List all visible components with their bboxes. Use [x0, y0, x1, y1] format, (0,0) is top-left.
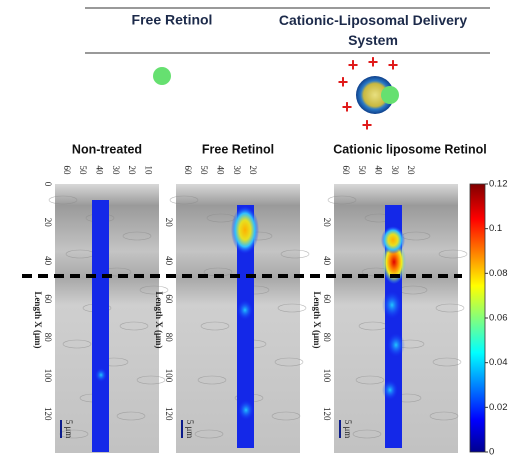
signal-hotspot	[382, 291, 402, 319]
tissue-texture	[194, 429, 224, 439]
colorbar-tick-label: 0	[489, 447, 494, 458]
retinol-icon	[153, 67, 171, 85]
depth-tick-label: 120	[43, 407, 53, 421]
depth-tick-label: 100	[322, 369, 332, 383]
scale-bar-label: 5 μm	[343, 420, 353, 439]
top-tick-label: 30	[390, 166, 400, 176]
top-tick-label: 30	[232, 166, 242, 176]
depth-tick-label: 60	[43, 294, 53, 304]
tissue-texture	[277, 303, 307, 313]
svg-text:+: +	[348, 55, 359, 75]
depth-axis-label: Length X (μm)	[33, 291, 43, 348]
depth-tick-label: 80	[43, 333, 53, 343]
top-tick-label: 60	[341, 166, 351, 176]
signal-hotspot	[231, 206, 259, 254]
top-tick-label: 30	[111, 166, 121, 176]
depth-tick-label: 60	[164, 294, 174, 304]
top-tick-label: 20	[127, 166, 137, 176]
tissue-texture	[122, 231, 152, 241]
colorbar-tick-label: 0.12	[489, 179, 508, 190]
colorbar-tick-label: 0.08	[489, 268, 508, 279]
depth-tick-label: 40	[43, 256, 53, 266]
tissue-texture	[327, 195, 357, 205]
signal-hotspot	[237, 300, 253, 320]
colorbar-tick-label: 0.02	[489, 402, 508, 413]
svg-text:+: +	[368, 52, 379, 72]
top-tick-label: 20	[406, 166, 416, 176]
signal-strip	[237, 205, 254, 448]
scale-bar-label: 5 μm	[64, 420, 74, 439]
svg-text:+: +	[338, 72, 349, 92]
tissue-texture	[116, 411, 146, 421]
colorbar: 0 0.02 0.04 0.06 0.08 0.1 0.12	[469, 179, 508, 458]
signal-hotspot	[382, 380, 398, 400]
signal-hotspot	[238, 400, 254, 420]
top-tick-label: 10	[143, 166, 153, 176]
depth-tick-label: 0	[43, 182, 53, 187]
depth-tick-label: 120	[322, 407, 332, 421]
column-title: Cationic-Liposomal Delivery System	[279, 12, 467, 48]
tissue-texture	[280, 249, 310, 259]
column-title: Free Retinol	[132, 12, 213, 28]
top-tick-label: 40	[95, 166, 105, 176]
depth-axis-label: Length X (μm)	[312, 291, 322, 348]
top-tick-label: 50	[357, 166, 367, 176]
depth-tick-label: 20	[164, 218, 174, 228]
signal-hotspot	[95, 368, 107, 382]
tissue-texture	[200, 321, 230, 331]
header: Free Retinol Cationic-Liposomal Delivery…	[85, 7, 490, 135]
depth-axis-label: Length X (μm)	[154, 291, 164, 348]
tissue-texture	[435, 303, 465, 313]
svg-text:+: +	[388, 55, 399, 75]
depth-tick-label: 40	[322, 256, 332, 266]
tissue-texture	[169, 195, 199, 205]
signal-hotspot	[387, 333, 405, 357]
colorbar-tick-label: 0.04	[489, 357, 508, 368]
depth-tick-label: 40	[164, 256, 174, 266]
top-tick-label: 60	[183, 166, 193, 176]
tissue-texture	[139, 285, 169, 295]
panel-title: Non-treated	[72, 142, 142, 156]
top-tick-label: 40	[374, 166, 384, 176]
top-tick-label: 40	[216, 166, 226, 176]
tissue-texture	[271, 411, 301, 421]
depth-tick-label: 100	[43, 369, 53, 383]
tissue-texture	[355, 375, 385, 385]
depth-tick-label: 120	[164, 407, 174, 421]
signal-strip	[92, 200, 109, 452]
depth-tick-label: 80	[164, 333, 174, 343]
depth-tick-label: 100	[164, 369, 174, 383]
tissue-texture	[119, 321, 149, 331]
depth-tick-label: 60	[322, 294, 332, 304]
top-tick-label: 50	[199, 166, 209, 176]
signal-hotspot	[381, 226, 405, 254]
colorbar-scale	[469, 183, 486, 453]
tissue-texture	[432, 357, 462, 367]
tissue-texture	[136, 375, 166, 385]
depth-tick-label: 20	[43, 218, 53, 228]
colorbar-tick-label: 0.06	[489, 313, 508, 324]
top-tick-label: 20	[248, 165, 258, 175]
tissue-texture	[197, 375, 227, 385]
svg-text:+: +	[362, 115, 373, 135]
colorbar-tick-label: 0.1	[489, 223, 502, 234]
top-tick-label: 60	[62, 166, 72, 176]
scale-bar-label: 5 μm	[185, 420, 195, 439]
svg-text:+: +	[342, 97, 353, 117]
tissue-texture	[438, 249, 468, 259]
tissue-texture	[429, 411, 459, 421]
liposome-icon: + + + + + +	[338, 52, 399, 135]
tissue-texture	[352, 429, 382, 439]
depth-tick-label: 20	[322, 218, 332, 228]
panel-title: Cationic liposome Retinol	[333, 142, 487, 156]
depth-tick-label: 80	[322, 333, 332, 343]
top-tick-label: 50	[78, 166, 88, 176]
tissue-texture	[48, 195, 78, 205]
panel-title: Free Retinol	[202, 142, 274, 156]
tissue-texture	[62, 339, 92, 349]
tissue-texture	[274, 357, 304, 367]
